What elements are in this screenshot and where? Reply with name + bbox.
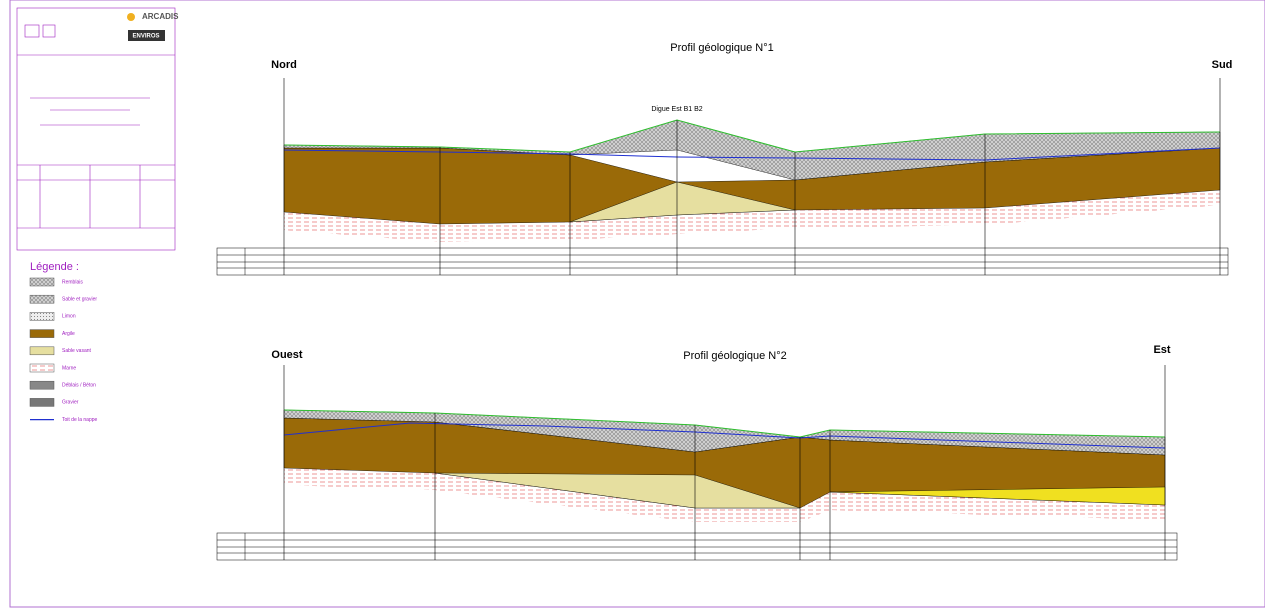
direction-right: Est (1153, 344, 1170, 356)
legend-title: Légende : (30, 261, 79, 273)
legend-swatch (30, 381, 54, 389)
legend-label: Gravier (62, 400, 79, 406)
profile-title: Profil géologique N°1 (670, 42, 773, 54)
legend-swatch (30, 295, 54, 303)
direction-left: Ouest (271, 349, 303, 361)
legend-swatch (30, 347, 54, 355)
legend-label: Marne (62, 365, 76, 371)
legend-swatch (30, 398, 54, 406)
title-block (17, 8, 175, 250)
direction-right: Sud (1212, 59, 1233, 71)
direction-left: Nord (271, 59, 297, 71)
legend-swatch (30, 330, 54, 338)
legend-label: Sable et gravier (62, 297, 97, 303)
legend-label: Argile (62, 331, 75, 337)
legend-swatch (30, 278, 54, 286)
legend-label: Remblais (62, 279, 83, 285)
annotation: Digue Est B1 B2 (651, 106, 702, 113)
legend-swatch (30, 312, 54, 320)
drawing: ARCADIS ENVIROS Légende : Remblais Sable … (0, 0, 1265, 608)
profile-title: Profil géologique N°2 (683, 350, 786, 362)
profile-2 (217, 365, 1177, 560)
profile-1 (217, 78, 1228, 275)
page: ARCADIS ENVIROS Légende : Remblais Sable … (0, 0, 1265, 608)
logo-arcadis: ARCADIS (142, 12, 179, 21)
legend-label: Toit de la nappe (62, 417, 98, 423)
logo-mark (127, 13, 135, 21)
legend: Remblais Sable et gravier Limon Argile Sable… (30, 278, 98, 423)
logo-enviros: ENVIROS (132, 34, 159, 40)
legend-swatch (30, 364, 54, 372)
legend-label: Déblais / Béton (62, 383, 96, 389)
legend-label: Sable vasant (62, 348, 92, 354)
legend-label: Limon (62, 314, 76, 320)
